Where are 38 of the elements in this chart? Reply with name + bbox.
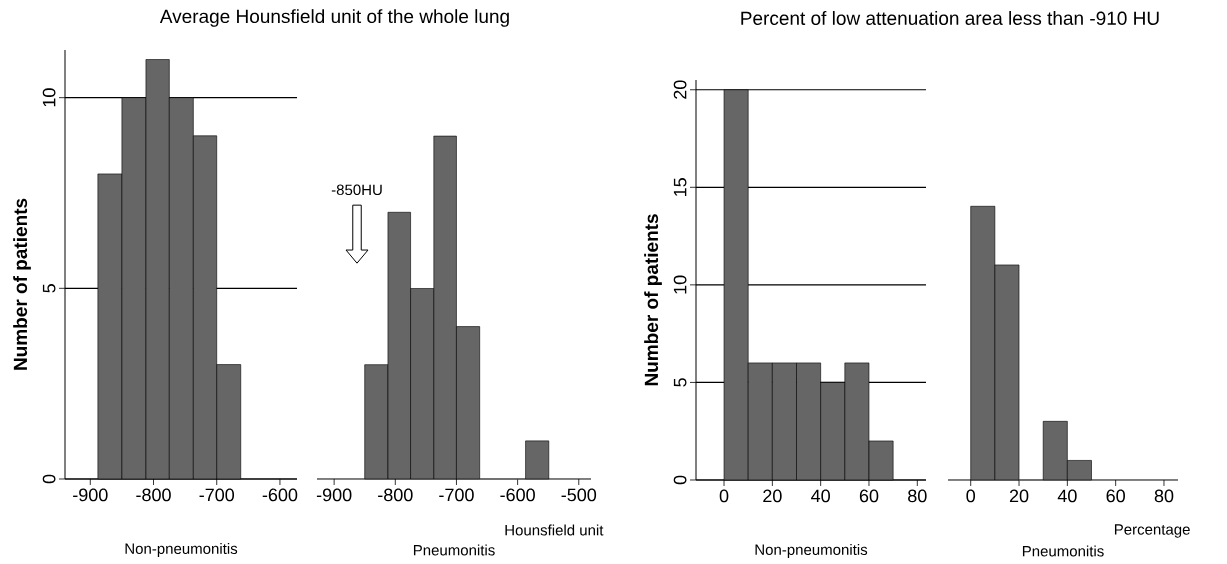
y-tick-label: 10 — [673, 275, 687, 294]
x-tick-label: -500 — [561, 488, 597, 502]
x-tick-label: 0 — [966, 489, 976, 503]
x-tick-label: -800 — [378, 488, 413, 502]
x-tick-label: -900 — [316, 488, 352, 502]
x-tick-label: -700 — [439, 488, 474, 502]
y-axis-title: Number of patients — [644, 214, 662, 386]
chart-title: Percent of low attenuation area less than -910 HU — [741, 11, 1159, 25]
y-tick-label: 0 — [42, 474, 56, 484]
text: Non-pneumonitis — [125, 543, 238, 557]
x-tick-label: -600 — [500, 488, 535, 502]
text: Pneumonitis — [413, 544, 495, 556]
x-tick-label: 40 — [811, 489, 830, 503]
x-tick-label: 60 — [1106, 489, 1125, 503]
y-tick-label: 10 — [42, 88, 56, 107]
x-tick-label: -800 — [136, 488, 171, 502]
chart-title: Average Hounsfield unit of the whole lung — [159, 9, 509, 27]
x-tick-label: -600 — [262, 488, 298, 502]
x-axis-title: Percentage — [1114, 524, 1190, 538]
y-tick-label: 15 — [673, 178, 687, 196]
x-tick-label: 20 — [1009, 489, 1029, 503]
y-tick-label: 0 — [673, 475, 687, 485]
x-tick-label: 80 — [908, 489, 927, 503]
x-tick-label: 0 — [719, 489, 729, 503]
y-axis-title: Number of patients — [13, 198, 31, 370]
x-tick-label: 60 — [859, 489, 879, 503]
x-tick-label: -900 — [73, 488, 108, 502]
y-tick-label: 5 — [42, 284, 56, 293]
text: Pneumonitis — [1022, 545, 1104, 557]
text: Non-pneumonitis — [755, 543, 868, 558]
x-tick-label: 20 — [763, 489, 782, 503]
x-tick-label: 40 — [1057, 489, 1077, 503]
x-tick-label: -700 — [199, 488, 235, 502]
y-tick-label: 20 — [673, 80, 687, 99]
x-tick-label: 80 — [1154, 489, 1174, 503]
annotation: -850HU — [331, 184, 382, 196]
y-tick-label: 5 — [673, 378, 687, 387]
x-axis-title: Hounsfield unit — [505, 524, 604, 536]
